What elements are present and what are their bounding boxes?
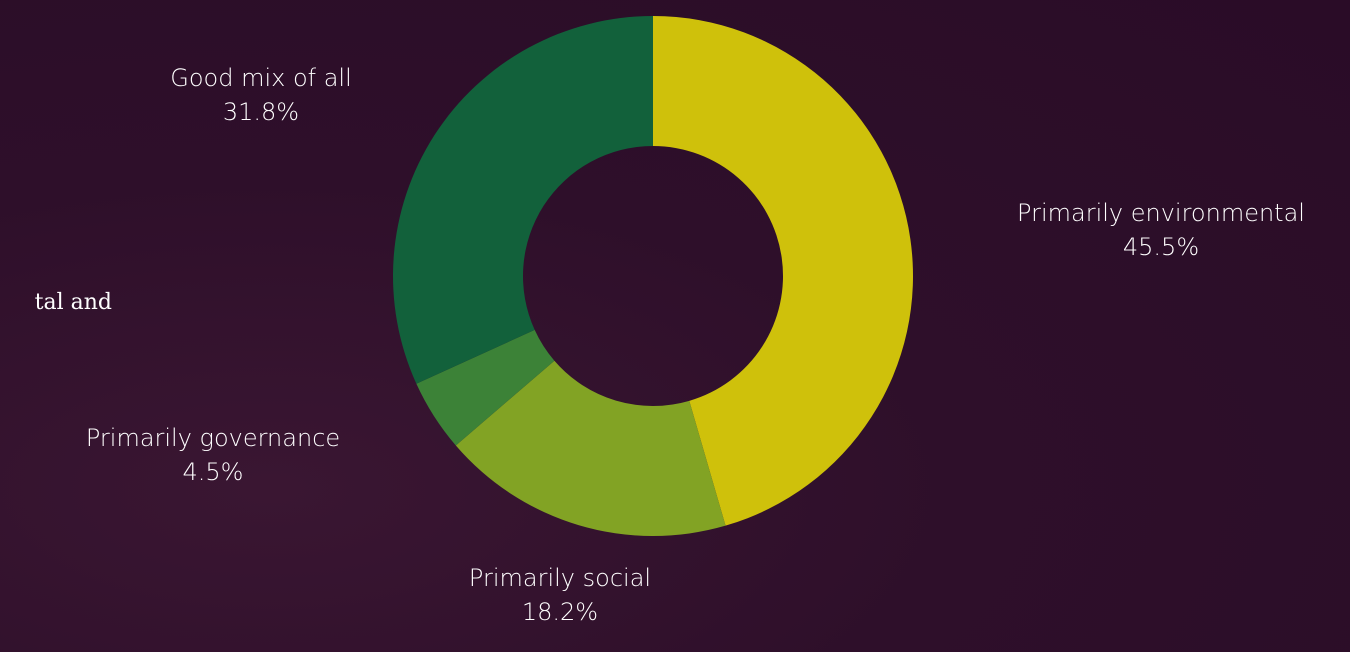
donut-slice-primarily-governance: [416, 329, 555, 446]
slice-value-label: 4.5%: [182, 458, 244, 486]
slice-value-label: 18.2%: [521, 598, 599, 626]
label-primarily-environmental: Primarily environmental 45.5%: [1017, 196, 1305, 264]
label-good-mix-of-all: Good mix of all 31.8%: [170, 61, 352, 129]
label-primarily-governance: Primarily governance 4.5%: [86, 421, 340, 489]
label-primarily-social: Primarily social 18.2%: [469, 561, 651, 629]
donut-slice-primarily-social: [455, 360, 726, 536]
clipped-body-text-fragment: tal and: [34, 290, 112, 315]
slice-name-label: Primarily governance: [85, 424, 341, 452]
slice-value-label: 45.5%: [1122, 233, 1200, 261]
slice-name-label: Primarily social: [468, 564, 652, 592]
slice-name-label: Good mix of all: [170, 64, 352, 92]
clipped-body-text: tal and: [0, 290, 120, 330]
slice-name-label: Primarily environmental: [1017, 199, 1305, 227]
donut-slice-primarily-environmental: [653, 16, 913, 526]
slice-value-label: 31.8%: [222, 98, 300, 126]
donut-slice-good-mix-of-all: [393, 16, 653, 384]
